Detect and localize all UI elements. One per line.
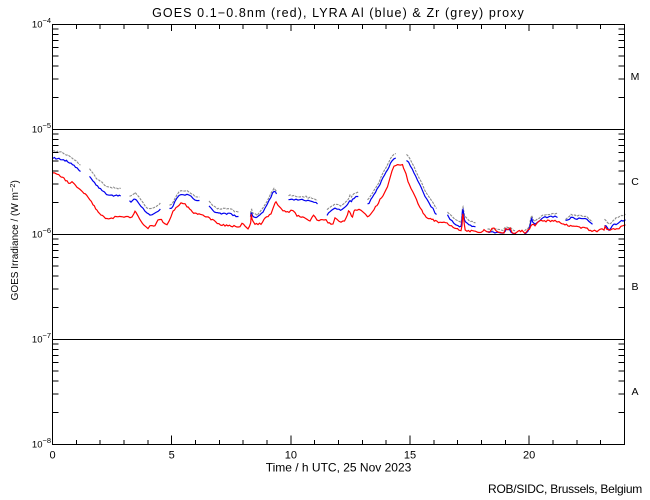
- svg-text:C: C: [631, 176, 639, 188]
- svg-text:−4: −4: [43, 16, 52, 25]
- svg-text:5: 5: [169, 450, 175, 462]
- svg-text:10: 10: [32, 335, 43, 346]
- svg-text:0: 0: [49, 450, 55, 462]
- svg-text:B: B: [631, 281, 638, 293]
- svg-text:10: 10: [32, 440, 43, 451]
- svg-text:15: 15: [404, 450, 416, 462]
- svg-text:ROB/SIDC, Brussels, Belgium: ROB/SIDC, Brussels, Belgium: [488, 482, 642, 496]
- svg-text:10: 10: [32, 20, 43, 31]
- svg-text:10: 10: [285, 450, 297, 462]
- svg-text:−7: −7: [43, 331, 52, 340]
- svg-text:−5: −5: [43, 121, 52, 130]
- svg-text:GOES 0.1−0.8nm (red), LYRA Al: GOES 0.1−0.8nm (red), LYRA Al (blue) & Z…: [152, 6, 525, 20]
- svg-text:Time / h UTC, 25 Nov 2023: Time / h UTC, 25 Nov 2023: [266, 461, 412, 475]
- svg-text:−6: −6: [43, 226, 52, 235]
- svg-text:20: 20: [523, 450, 535, 462]
- svg-text:M: M: [631, 71, 640, 83]
- svg-text:10: 10: [32, 230, 43, 241]
- svg-text:A: A: [631, 386, 638, 398]
- svg-text:10: 10: [32, 125, 43, 136]
- svg-text:GOES Irradiance / (W m−2): GOES Irradiance / (W m−2): [8, 180, 21, 300]
- svg-text:−8: −8: [43, 436, 52, 445]
